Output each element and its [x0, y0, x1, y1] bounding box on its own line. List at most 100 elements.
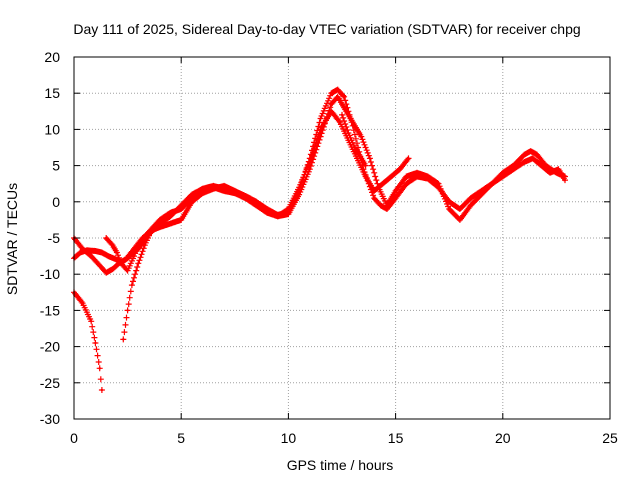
y-tick-label: 20 — [44, 49, 60, 65]
data-point — [364, 164, 367, 167]
x-axis-label: GPS time / hours — [287, 457, 394, 473]
data-point — [342, 106, 346, 109]
y-tick-label: -10 — [40, 266, 60, 282]
data-point — [364, 175, 367, 178]
data-point — [212, 186, 215, 189]
data-point — [407, 157, 410, 160]
y-tick-label: -25 — [40, 375, 60, 391]
y-tick-label: -30 — [40, 411, 60, 427]
data-point — [523, 160, 526, 164]
data-point — [529, 149, 532, 153]
data-point — [540, 164, 543, 167]
data-point — [119, 262, 123, 265]
data-point — [149, 229, 153, 232]
chart-title: Day 111 of 2025, Sidereal Day-to-day VTE… — [73, 21, 580, 37]
data-point — [126, 269, 129, 272]
x-tick-label: 15 — [388, 430, 404, 446]
data-point — [336, 95, 339, 99]
data-point — [132, 254, 136, 258]
data-point — [372, 196, 376, 200]
data-point — [355, 157, 359, 160]
data-point — [169, 211, 172, 214]
data-point — [437, 182, 440, 185]
data-point — [111, 267, 114, 271]
data-point — [353, 146, 357, 149]
data-point — [531, 157, 535, 160]
data-point — [379, 204, 382, 207]
data-point — [381, 182, 384, 185]
data-point — [319, 128, 322, 131]
data-point — [180, 218, 183, 222]
y-tick-label: 0 — [52, 194, 60, 210]
data-point — [81, 247, 84, 251]
data-point — [137, 262, 140, 265]
data-point — [458, 207, 462, 211]
data-point — [405, 182, 408, 185]
data-point — [469, 196, 472, 200]
data-point — [143, 244, 146, 247]
x-tick-label: 0 — [70, 430, 78, 446]
label-layer: 0 5 10 15 20 25 -30 -25 -20 -15 -10 -5 0 5 10 15 20 — [40, 49, 618, 446]
data-point — [448, 207, 451, 211]
data-point — [158, 218, 161, 222]
data-point — [394, 196, 397, 200]
x-tick-label: 20 — [495, 430, 511, 446]
data-point — [548, 171, 552, 175]
data-point — [330, 110, 333, 113]
data-point — [255, 204, 258, 207]
data-point — [81, 301, 84, 305]
y-tick-label: 15 — [44, 85, 60, 101]
data-point — [143, 235, 146, 238]
data-point — [535, 153, 539, 156]
data-point — [297, 186, 301, 189]
data-point — [124, 258, 127, 261]
data-point — [89, 320, 93, 323]
data-point — [233, 191, 236, 195]
data-point — [265, 211, 269, 214]
data-point — [94, 249, 97, 253]
data-point — [563, 178, 567, 182]
y-tick-label: -20 — [40, 339, 60, 355]
x-tick-label: 10 — [281, 430, 297, 446]
y-axis-label: SDTVAR / TECUs — [4, 183, 20, 295]
data-point — [89, 254, 93, 258]
x-tick-label: 5 — [177, 430, 185, 446]
data-point — [415, 171, 419, 175]
data-point — [94, 341, 97, 345]
data-point — [98, 367, 101, 370]
data-point — [469, 204, 472, 207]
data-point — [336, 88, 339, 91]
series-track-e — [120, 227, 155, 343]
data-point — [287, 212, 290, 216]
data-point — [169, 222, 172, 225]
data-point — [480, 193, 483, 196]
data-point — [347, 131, 350, 135]
data-point — [458, 218, 462, 222]
data-point — [385, 207, 389, 211]
y-tick-label: 10 — [44, 121, 60, 137]
data-point — [100, 251, 104, 254]
data-point — [107, 254, 110, 258]
data-point — [338, 120, 342, 124]
y-tick-label: -5 — [48, 230, 61, 246]
data-point — [276, 215, 279, 218]
data-point — [98, 264, 101, 267]
data-point — [130, 283, 134, 287]
data-point — [426, 175, 429, 178]
y-tick-label: -15 — [40, 302, 60, 318]
data-point — [126, 309, 129, 312]
series-track-c — [103, 108, 412, 274]
data-point — [360, 135, 363, 138]
data-point — [104, 236, 108, 240]
data-point — [490, 182, 494, 185]
data-point — [104, 271, 108, 274]
data-point — [342, 95, 346, 99]
data-point — [330, 102, 333, 106]
data-point — [190, 196, 194, 200]
data-point — [523, 153, 526, 156]
data-point — [501, 175, 504, 178]
data-point — [368, 157, 372, 160]
data-point — [222, 189, 226, 193]
